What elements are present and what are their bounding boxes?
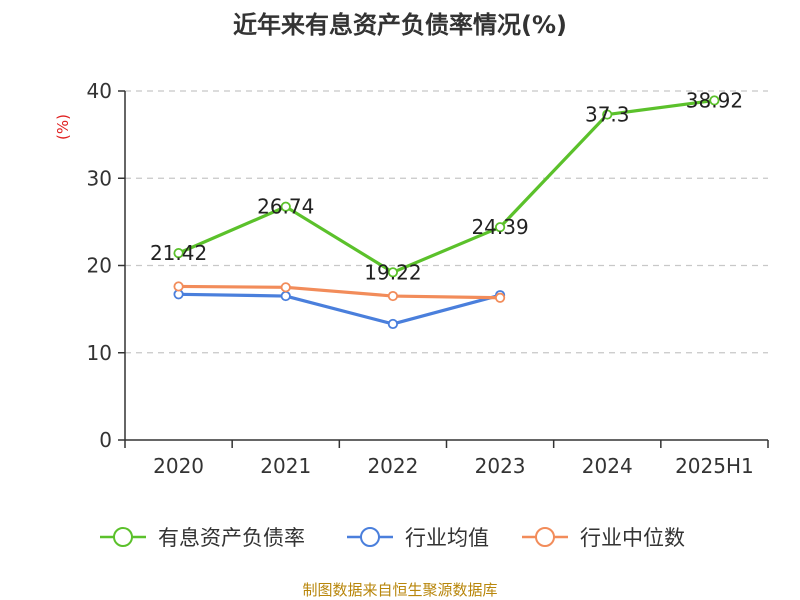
legend-label-2: 行业中位数 xyxy=(580,526,685,550)
legend-label-0: 有息资产负债率 xyxy=(158,526,305,550)
data-point-0-2023 xyxy=(494,222,506,233)
y-tick-label-10: 10 xyxy=(87,341,112,365)
series-line-0 xyxy=(177,98,715,274)
grid xyxy=(125,90,768,354)
data-label-2023: 24.39 xyxy=(471,215,528,239)
data-label-2025H1: 38.92 xyxy=(686,88,743,112)
data-point-0-2025H1 xyxy=(709,95,720,106)
y-tick-label-0: 0 xyxy=(99,428,112,452)
data-label-2021: 26.74 xyxy=(257,195,314,219)
legend: 有息资产负债率 行业均值 行业中位数 xyxy=(100,526,685,550)
y-tick-label-20: 20 xyxy=(87,254,112,278)
x-tick-label-2021: 2021 xyxy=(260,454,311,478)
axes: 0 10 20 30 40 2020 2021 2022 2023 2024 2025H1 xyxy=(87,79,769,478)
x-tick-label-2024: 2024 xyxy=(582,454,633,478)
data-point-0-2024 xyxy=(602,109,613,120)
legend-marker-0 xyxy=(113,527,133,547)
data-point-2-2023 xyxy=(494,292,506,303)
chart-title: 近年来有息资产负债率情况(%) xyxy=(233,11,567,39)
series-line-2 xyxy=(178,284,501,300)
y-tick-label-40: 40 xyxy=(87,79,112,103)
y-tick-label-30: 30 xyxy=(87,166,112,190)
y-axis-label: (%) xyxy=(54,114,72,140)
x-tick-label-2023: 2023 xyxy=(475,454,526,478)
data-labels: 21.42 26.74 19.22 24.39 37.3 38.92 xyxy=(150,88,743,284)
data-point-2-2022 xyxy=(387,290,399,302)
data-point-0-2021 xyxy=(280,201,291,212)
legend-marker-2 xyxy=(535,527,555,547)
data-point-0-2022 xyxy=(387,267,399,278)
data-point-2-2021 xyxy=(280,282,291,293)
data-point-0-2020 xyxy=(173,248,184,259)
legend-label-1: 行业均值 xyxy=(405,526,489,550)
data-label-2020: 21.42 xyxy=(150,241,207,265)
data-label-2022: 19.22 xyxy=(364,260,421,284)
data-point-1-2022 xyxy=(387,318,399,330)
series-line-1 xyxy=(178,292,501,326)
series-layer xyxy=(173,95,720,330)
data-point-2-2020 xyxy=(173,281,184,292)
source-note: 制图数据来自恒生聚源数据库 xyxy=(302,581,497,599)
data-label-2024: 37.3 xyxy=(585,103,630,127)
x-tick-label-2020: 2020 xyxy=(153,454,204,478)
legend-marker-1 xyxy=(360,527,380,547)
x-tick-label-2025H1: 2025H1 xyxy=(675,454,754,478)
data-point-1-2021 xyxy=(280,290,291,302)
x-tick-label-2022: 2022 xyxy=(367,454,418,478)
